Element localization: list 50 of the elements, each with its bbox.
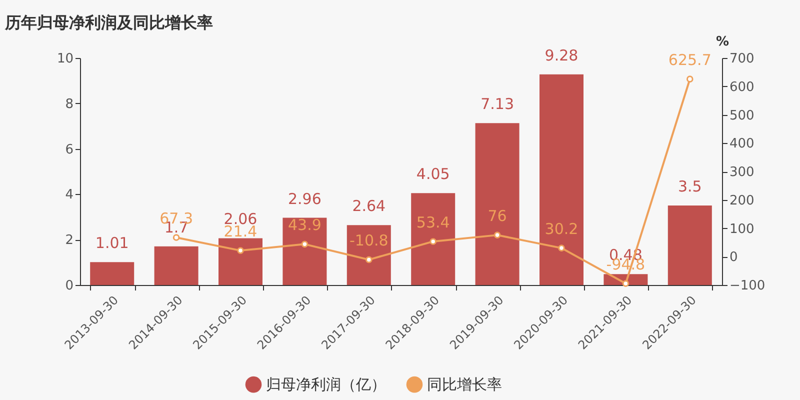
point bbox=[366, 256, 372, 264]
bar bbox=[90, 262, 134, 285]
data-label: 625.7 bbox=[668, 51, 712, 70]
y2-tick-label: −100 bbox=[730, 278, 766, 294]
y2-tick-label: 300 bbox=[730, 165, 754, 180]
legend-label: 同比增长率 bbox=[427, 376, 502, 394]
y-tick-label: 10 bbox=[56, 52, 74, 66]
y-tick-label: 4 bbox=[65, 188, 74, 203]
data-label: 7.13 bbox=[480, 95, 514, 114]
y-tick-label: 2 bbox=[65, 233, 74, 248]
data-label: 1.01 bbox=[95, 234, 129, 252]
bar bbox=[346, 225, 391, 285]
point bbox=[494, 232, 501, 238]
point bbox=[430, 238, 436, 245]
y2-tick-label: 100 bbox=[730, 222, 754, 237]
bar bbox=[475, 123, 520, 285]
y2-tick-label: 400 bbox=[730, 136, 754, 152]
data-label: -10.8 bbox=[349, 232, 388, 250]
y2-axis-title: % bbox=[716, 34, 730, 50]
data-label: 30.2 bbox=[544, 220, 578, 238]
y2-tick-label: 0 bbox=[730, 250, 738, 266]
y2-tick-label: 500 bbox=[730, 108, 754, 124]
y-tick-label: 6 bbox=[65, 142, 74, 158]
point bbox=[301, 240, 308, 248]
point bbox=[558, 244, 565, 252]
point bbox=[172, 234, 180, 241]
y2-tick-label: 600 bbox=[730, 80, 754, 95]
y-tick-label: 8 bbox=[65, 96, 74, 112]
point bbox=[237, 247, 244, 254]
y-tick-label: 0 bbox=[65, 278, 74, 294]
bar bbox=[411, 193, 456, 285]
point bbox=[686, 76, 694, 82]
legend-label: 归母净利润（亿） bbox=[266, 376, 386, 394]
y2-tick-label: 200 bbox=[730, 193, 754, 208]
data-label: 2.96 bbox=[288, 190, 322, 208]
data-label: 76 bbox=[488, 207, 507, 226]
bar bbox=[282, 218, 327, 285]
data-label: 43.9 bbox=[288, 216, 322, 234]
data-label: 53.4 bbox=[416, 213, 450, 232]
bar bbox=[668, 206, 712, 285]
y2-tick-label: 700 bbox=[730, 52, 754, 66]
chart-title: 历年归母净利润及同比增长率 bbox=[4, 13, 213, 32]
data-label: 4.05 bbox=[416, 165, 450, 184]
bar bbox=[154, 246, 198, 285]
bar bbox=[218, 238, 262, 285]
data-label: 2.64 bbox=[352, 197, 386, 216]
data-label: 9.28 bbox=[544, 46, 578, 64]
point bbox=[622, 280, 630, 287]
bar bbox=[540, 74, 584, 285]
data-label: 3.5 bbox=[678, 178, 702, 196]
